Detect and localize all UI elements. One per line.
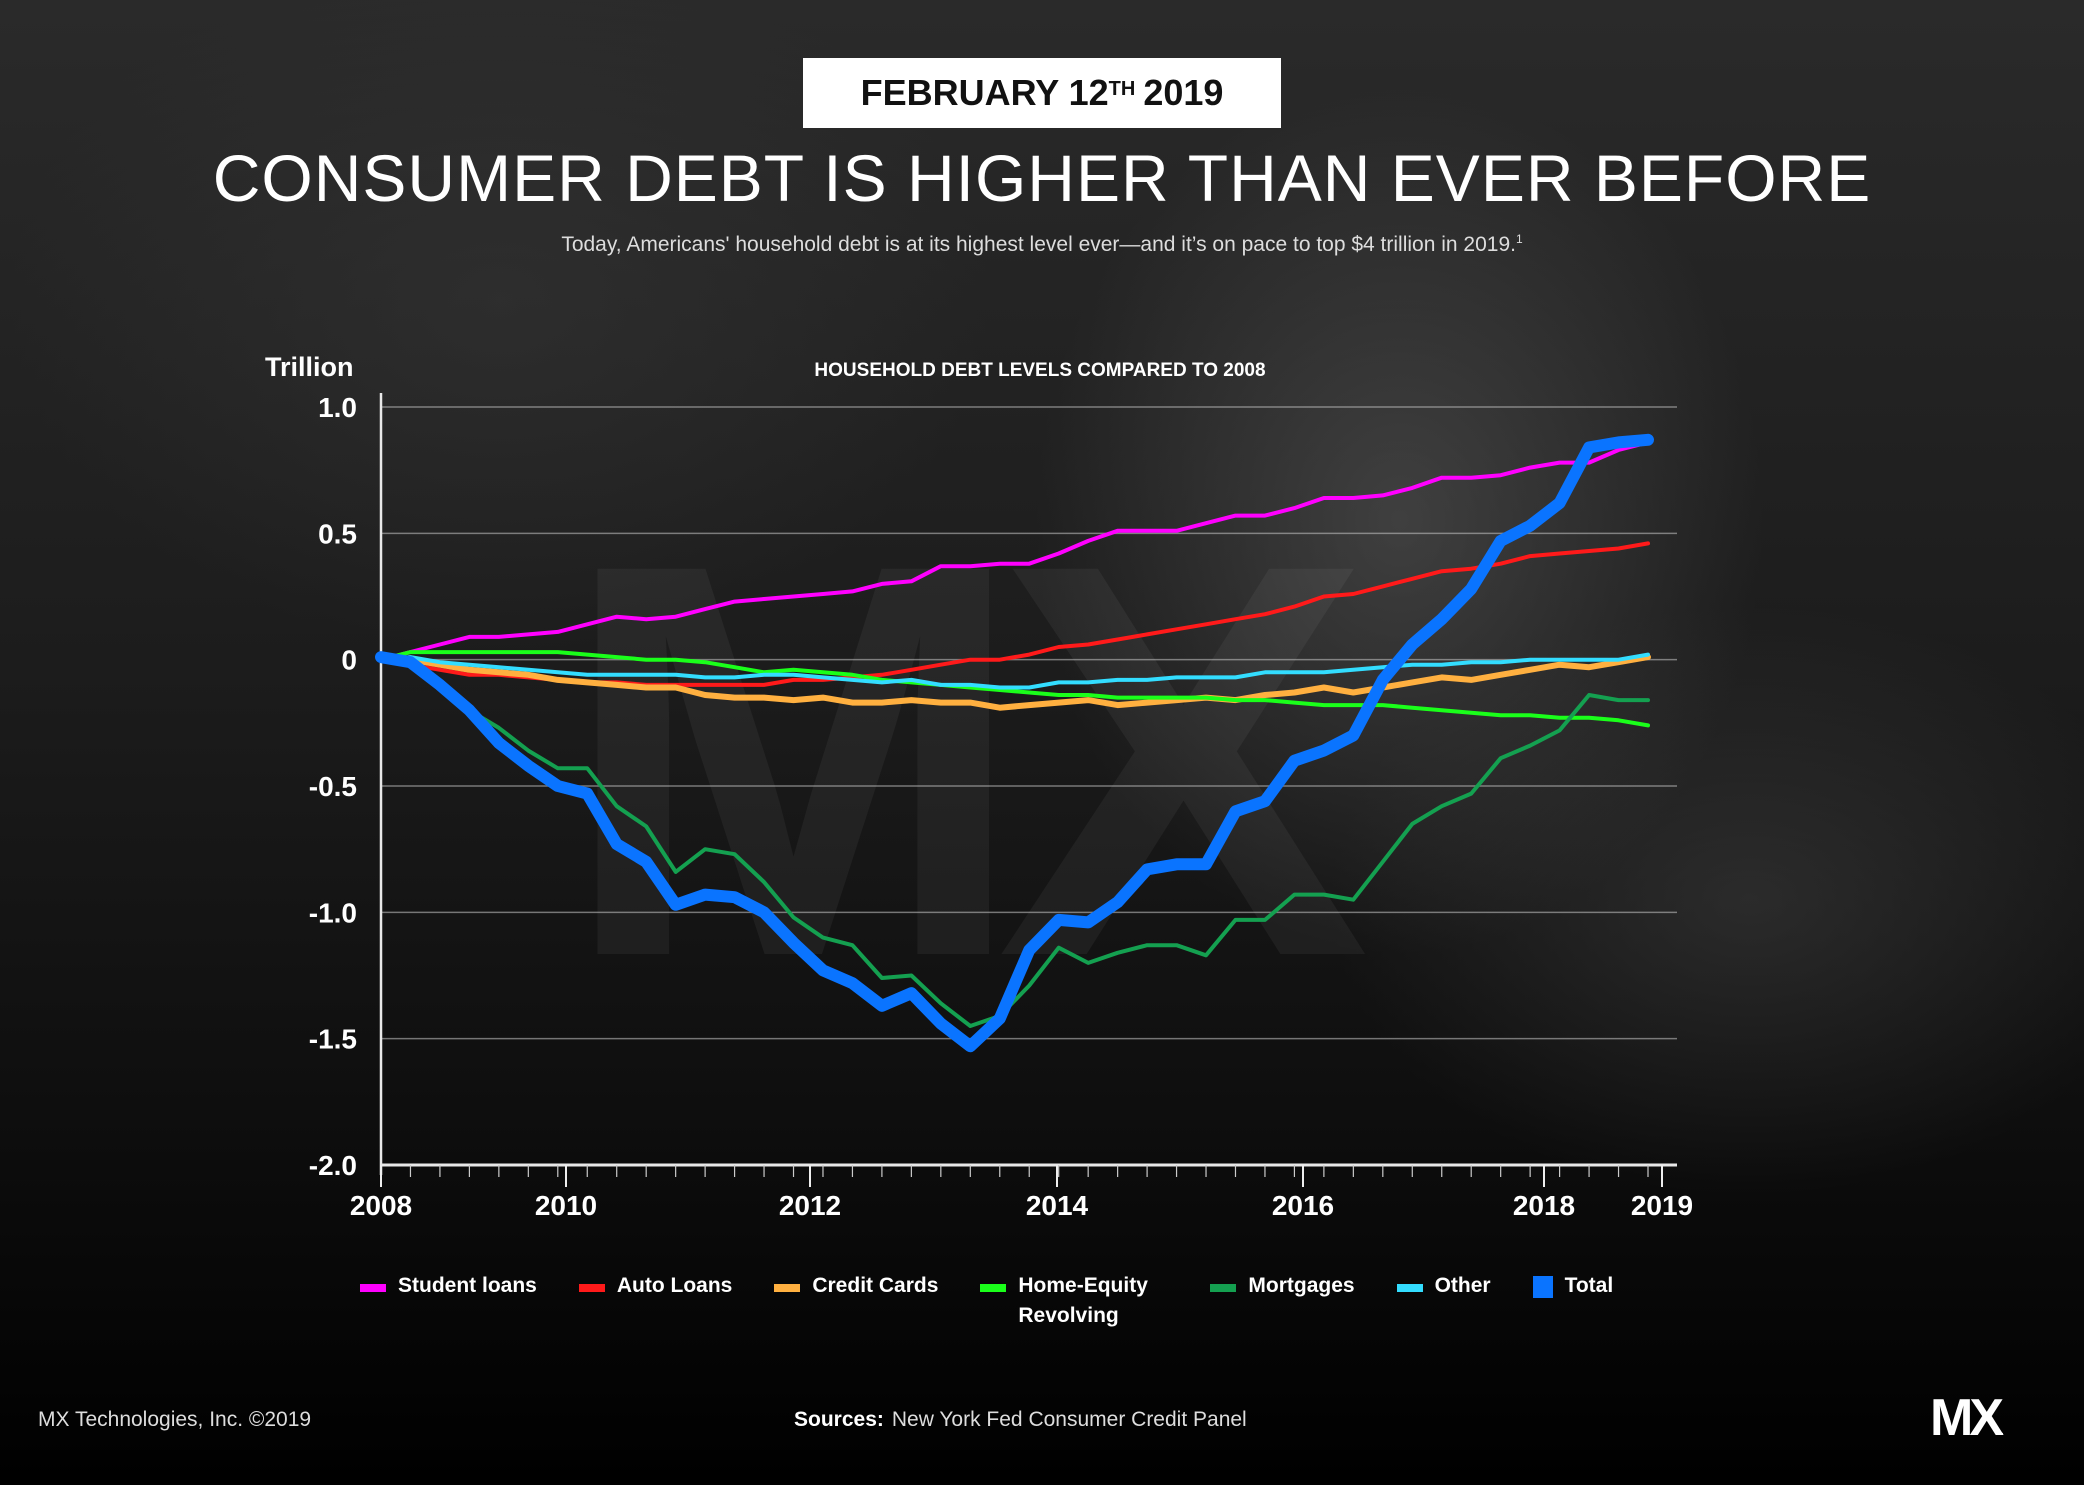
logo-text: MX — [1930, 1389, 2004, 1447]
mx-logo: MX. — [1930, 1388, 2004, 1448]
x-tick-label: 2010 — [535, 1190, 597, 1221]
legend-item: Total — [1532, 1274, 1613, 1331]
legend-item: Student loans — [360, 1274, 537, 1331]
watermark-logo: MX — [560, 447, 1370, 1073]
y-tick-label: 1.0 — [318, 392, 357, 423]
x-tick-label: 2016 — [1272, 1190, 1334, 1221]
series-line-credit-cards — [378, 654, 1651, 711]
sources-label: Sources: — [794, 1408, 884, 1431]
legend-label: Mortgages — [1248, 1274, 1355, 1297]
sources-line: Sources: New York Fed Consumer Credit Pan… — [794, 1408, 1247, 1432]
date-main: FEBRUARY 12 — [860, 72, 1109, 113]
legend-label: Auto Loans — [616, 1274, 733, 1297]
y-tick-label: -0.5 — [309, 771, 357, 802]
series-lines — [375, 433, 1654, 1053]
legend-swatch — [774, 1284, 801, 1292]
legend-item: Other — [1396, 1274, 1491, 1331]
y-tick-label: -1.5 — [309, 1024, 357, 1055]
x-tick-label: 2008 — [350, 1190, 412, 1221]
logo-mark: . — [2000, 1422, 2004, 1438]
y-tick-label: 0.5 — [318, 518, 357, 549]
y-tick-label: -1.0 — [309, 897, 357, 928]
y-axis-label: Trillion — [265, 352, 354, 382]
legend-swatch — [360, 1284, 386, 1292]
legend-item: Credit Cards — [774, 1274, 938, 1331]
series-line-mortgages — [379, 657, 1650, 1028]
chart-title: HOUSEHOLD DEBT LEVELS COMPARED TO 2008 — [814, 360, 1266, 381]
legend-swatch — [578, 1284, 605, 1292]
date-year: 2019 — [1143, 72, 1224, 113]
copyright-text: MX Technologies, Inc. ©2019 — [38, 1408, 312, 1431]
series-line-other — [379, 652, 1650, 690]
page-subtitle: Today, Americans' household debt is at i… — [0, 232, 2084, 257]
x-tick-label: 2019 — [1631, 1190, 1693, 1221]
x-tick-label: 2012 — [779, 1190, 841, 1221]
x-tick-label: 2014 — [1026, 1190, 1089, 1221]
legend-swatch — [1396, 1284, 1423, 1292]
page-title: CONSUMER DEBT IS HIGHER THAN EVER BEFORE — [212, 141, 1872, 215]
date-badge: FEBRUARY 12 TH 2019 — [803, 58, 1281, 128]
series-line-home-equity-revolving — [379, 650, 1650, 728]
date-suffix: TH — [1108, 77, 1136, 100]
subtitle-footnote: 1 — [1515, 232, 1523, 246]
legend-label: Credit Cards — [812, 1274, 939, 1297]
y-tick-label: -2.0 — [309, 1150, 357, 1181]
gridlines — [381, 406, 1677, 1040]
subtitle-text: Today, Americans' household debt is at i… — [561, 233, 1516, 256]
series-line-student-loans — [379, 440, 1650, 662]
y-tick-label: 0 — [341, 645, 357, 676]
legend-item: Home-Equity Revolving — [980, 1274, 1168, 1331]
legend-label: Student loans — [398, 1274, 537, 1297]
x-tick-label: 2018 — [1513, 1190, 1575, 1221]
legend-item: Mortgages — [1210, 1274, 1355, 1331]
legend-label: Other — [1434, 1274, 1491, 1297]
legend-label: Home-Equity Revolving — [1018, 1274, 1148, 1327]
legend-swatch — [1532, 1276, 1553, 1298]
axes: 1.0 0.5 0 -0.5 -1.0 -1.5 -2.0 2008 2010 2012 2014 2… — [309, 392, 1693, 1221]
legend-swatch — [980, 1284, 1007, 1292]
legend-item: Auto Loans — [578, 1274, 732, 1331]
sources-text: New York Fed Consumer Credit Panel — [891, 1408, 1247, 1431]
legend-label: Total — [1564, 1274, 1614, 1297]
series-line-total — [375, 433, 1654, 1053]
legend-swatch — [1210, 1284, 1237, 1292]
chart-legend: Student loans Auto Loans Credit Cards Home-… — [360, 1274, 1655, 1331]
